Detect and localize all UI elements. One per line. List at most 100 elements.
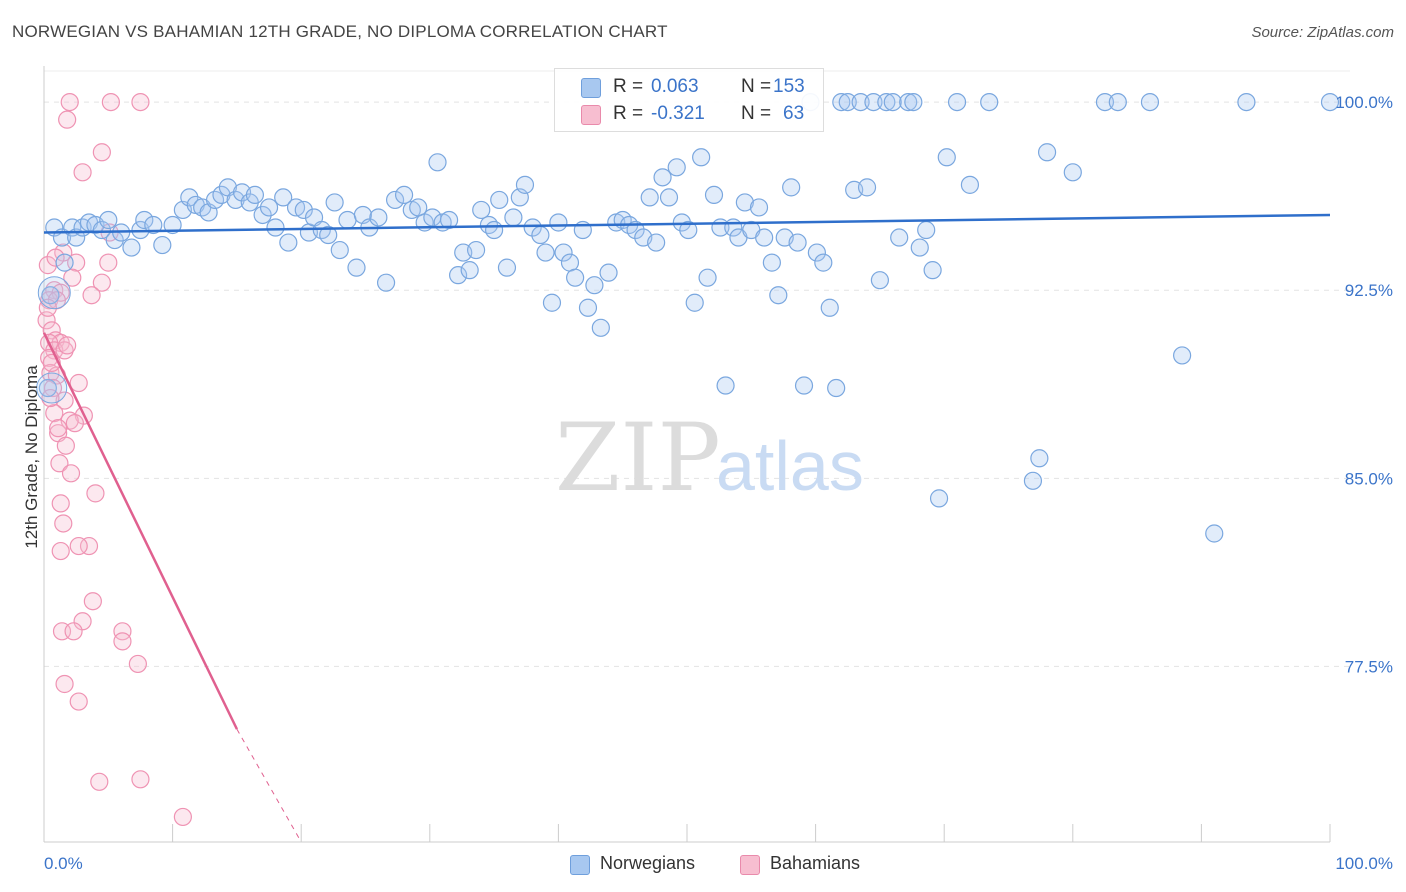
norwegian-point bbox=[1205, 524, 1224, 543]
norwegian-point bbox=[679, 220, 698, 240]
bahamian-point bbox=[73, 163, 92, 182]
norwegian-point bbox=[428, 153, 447, 172]
series-legend-norwegians[interactable]: Norwegians bbox=[570, 852, 720, 876]
bahamian-point bbox=[64, 622, 83, 641]
norwegian-point bbox=[566, 268, 585, 287]
bahamian-point bbox=[65, 414, 84, 433]
norwegian-point bbox=[135, 210, 154, 230]
bahamians-trend-extension bbox=[236, 728, 302, 843]
norwegian-point bbox=[864, 92, 883, 112]
norwegian-point bbox=[55, 253, 74, 272]
norwegian-point bbox=[647, 233, 666, 252]
norwegian-point bbox=[692, 148, 711, 167]
y-tick-label: 100.0% bbox=[1335, 93, 1393, 112]
norwegian-point bbox=[820, 298, 839, 317]
norwegian-point bbox=[330, 240, 349, 260]
trend-lines bbox=[42, 213, 1331, 843]
chart-title: NORWEGIAN VS BAHAMIAN 12TH GRADE, NO DIP… bbox=[12, 22, 668, 41]
norwegian-point bbox=[585, 276, 604, 295]
bahamian-point bbox=[86, 484, 105, 503]
norwegian-point bbox=[325, 193, 344, 212]
norwegian-point bbox=[515, 175, 535, 194]
bahamian-point bbox=[131, 770, 150, 789]
norwegian-point bbox=[294, 200, 313, 220]
x-tick-label-min: 0.0% bbox=[44, 854, 83, 873]
norwegian-point bbox=[599, 263, 618, 282]
norwegian-point bbox=[479, 215, 499, 235]
legend-r-label: R = bbox=[613, 103, 644, 124]
norwegian-point bbox=[762, 253, 781, 272]
norwegian-point bbox=[937, 148, 956, 167]
bahamian-point bbox=[73, 612, 92, 631]
bahamian-point bbox=[63, 268, 82, 287]
norwegian-point bbox=[814, 253, 833, 272]
x-tick-label-max: 100.0% bbox=[1335, 854, 1393, 873]
watermark: ZIP atlas bbox=[555, 404, 864, 513]
bahamian-point bbox=[113, 632, 132, 651]
norwegian-point-cluster bbox=[36, 372, 68, 404]
norwegian-point bbox=[626, 220, 645, 240]
bahamian-point bbox=[69, 536, 88, 556]
norwegian-point bbox=[883, 92, 902, 112]
norwegian-point bbox=[1063, 163, 1082, 182]
correlation-legend: R = 0.063 N = 153 R = -0.321 N = 63 bbox=[554, 68, 824, 132]
bahamian-point bbox=[99, 253, 118, 272]
bahamian-point bbox=[90, 772, 109, 791]
norwegian-point bbox=[807, 243, 826, 262]
norwegian-point bbox=[536, 243, 555, 262]
legend-row-norwegians: R = 0.063 N = 153 bbox=[555, 73, 823, 101]
norwegians-legend-swatch bbox=[570, 855, 590, 875]
norwegian-point bbox=[923, 261, 942, 280]
norwegian-point bbox=[485, 220, 504, 240]
bahamian-point bbox=[60, 92, 79, 112]
norwegian-point bbox=[1173, 346, 1192, 365]
bahamian-point bbox=[92, 143, 111, 162]
norwegian-point bbox=[497, 258, 517, 277]
bahamians-legend-swatch bbox=[740, 855, 760, 875]
norwegian-point bbox=[1095, 92, 1115, 112]
bahamian-point bbox=[61, 464, 81, 483]
norwegian-point bbox=[1237, 92, 1256, 112]
bahamian-point bbox=[79, 536, 99, 556]
series-legend-bahamians[interactable]: Bahamians bbox=[740, 852, 890, 876]
norwegian-point bbox=[769, 286, 788, 305]
norwegian-point bbox=[279, 233, 298, 252]
bahamian-point bbox=[83, 592, 102, 611]
norwegian-point bbox=[385, 190, 405, 210]
norwegian-point bbox=[153, 235, 172, 255]
bahamian-point bbox=[51, 541, 70, 561]
norwegian-point bbox=[490, 190, 509, 210]
legend-r-value: 0.063 bbox=[651, 76, 699, 97]
norwegian-point bbox=[466, 240, 486, 260]
axes bbox=[43, 66, 1331, 843]
legend-row-bahamians: R = -0.321 N = 63 bbox=[555, 100, 823, 128]
legend-r-label: R = bbox=[613, 76, 644, 97]
norwegian-point bbox=[716, 376, 735, 395]
bahamian-point bbox=[131, 92, 150, 112]
legend-r-value: -0.321 bbox=[651, 103, 705, 124]
norwegian-point bbox=[659, 188, 679, 207]
norwegian-point bbox=[1030, 449, 1049, 468]
norwegian-point-cluster bbox=[37, 276, 71, 310]
norwegian-point bbox=[1140, 92, 1160, 112]
norwegian-point bbox=[531, 225, 550, 245]
norwegian-point bbox=[749, 198, 769, 217]
bahamians-swatch bbox=[581, 105, 601, 125]
norwegian-point bbox=[578, 298, 598, 317]
bahamian-point bbox=[55, 391, 74, 410]
bahamian-point bbox=[51, 494, 70, 513]
norwegian-point bbox=[369, 208, 388, 227]
norwegian-point bbox=[560, 253, 580, 272]
norwegian-point bbox=[980, 92, 999, 112]
bahamian-point bbox=[46, 248, 65, 267]
norwegian-point bbox=[877, 92, 896, 112]
norwegians-legend-label: Norwegians bbox=[600, 853, 696, 873]
norwegian-point bbox=[38, 378, 57, 398]
bahamians-trend-line bbox=[42, 332, 239, 730]
bahamian-point bbox=[69, 692, 88, 711]
norwegian-point bbox=[259, 198, 279, 217]
norwegian-point bbox=[226, 190, 245, 210]
norwegian-point bbox=[99, 210, 118, 230]
bahamian-point bbox=[92, 273, 111, 292]
bahamian-point bbox=[101, 92, 120, 112]
